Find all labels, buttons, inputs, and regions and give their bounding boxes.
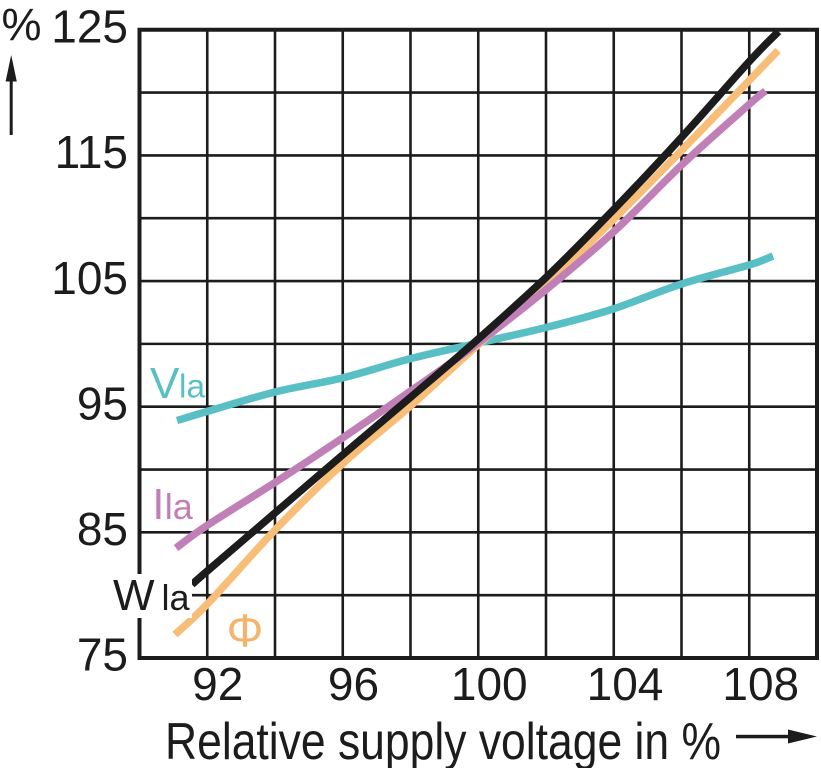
svg-text:%: % bbox=[2, 0, 42, 50]
svg-text:75: 75 bbox=[77, 629, 128, 681]
svg-text:Relative supply voltage in %: Relative supply voltage in % bbox=[165, 713, 721, 768]
svg-text:la: la bbox=[162, 577, 191, 618]
svg-text:la: la bbox=[179, 369, 205, 406]
svg-text:95: 95 bbox=[77, 377, 128, 429]
svg-text:I: I bbox=[152, 480, 164, 529]
svg-text:115: 115 bbox=[55, 126, 128, 178]
svg-text:96: 96 bbox=[328, 658, 379, 710]
svg-text:104: 104 bbox=[587, 658, 664, 710]
svg-text:92: 92 bbox=[192, 658, 243, 710]
svg-text:Φ: Φ bbox=[227, 605, 264, 657]
svg-text:105: 105 bbox=[51, 252, 128, 304]
svg-text:100: 100 bbox=[451, 658, 528, 710]
svg-text:la: la bbox=[165, 486, 194, 527]
svg-text:108: 108 bbox=[722, 658, 799, 710]
svg-text:85: 85 bbox=[77, 503, 128, 555]
svg-text:125: 125 bbox=[51, 1, 128, 53]
svg-text:W: W bbox=[113, 571, 155, 620]
svg-text:V: V bbox=[150, 359, 180, 408]
